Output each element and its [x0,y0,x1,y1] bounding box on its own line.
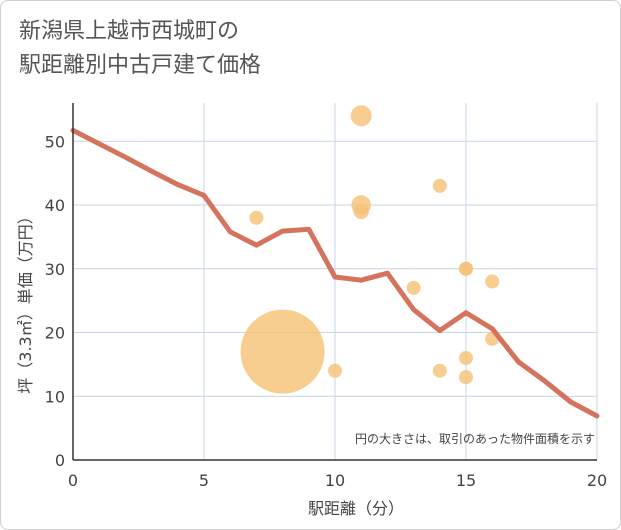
x-tick-label: 0 [68,471,78,490]
y-tick-label: 50 [45,132,65,151]
chart-title-line1: 新潟県上越市西城町の [19,19,240,44]
y-tick-label: 0 [55,451,65,470]
scatter-point [353,203,369,220]
x-axis-label: 駅距離（分） [308,499,404,518]
y-tick-label: 20 [45,324,65,343]
line-series [70,127,600,419]
tick-labels: 0 5 10 15 20 0 10 20 30 40 50 [45,132,608,490]
grid-lines [73,103,598,460]
scatter-point [485,274,500,289]
scatter-point [459,261,473,276]
scatter-point [406,280,421,295]
scatter-point [459,351,473,365]
scatter-point [328,363,342,378]
scatter-series [240,105,500,394]
scatter-point [240,309,325,394]
axes [72,103,597,461]
x-tick-label: 20 [587,471,607,490]
scatter-point [459,370,473,385]
size-note: 円の大きさは、取引のあった物件面積を示す [355,431,595,446]
chart-title-line2: 駅距離別中古戸建て価格 [19,53,262,78]
scatter-point [249,210,264,225]
y-tick-label: 10 [45,387,65,406]
scatter-point [432,178,447,193]
average-price-line [70,127,600,419]
y-tick-label: 30 [45,260,65,279]
x-tick-label: 5 [199,471,209,490]
y-axis-label: 坪（3.3㎡）単価（万円） [16,208,35,393]
chart-title: 新潟県上越市西城町の 駅距離別中古戸建て価格 [19,15,261,83]
scatter-point [432,363,447,378]
y-tick-label: 40 [45,196,65,215]
x-tick-label: 15 [456,471,476,490]
x-tick-label: 10 [325,471,345,490]
scatter-point [350,105,372,127]
